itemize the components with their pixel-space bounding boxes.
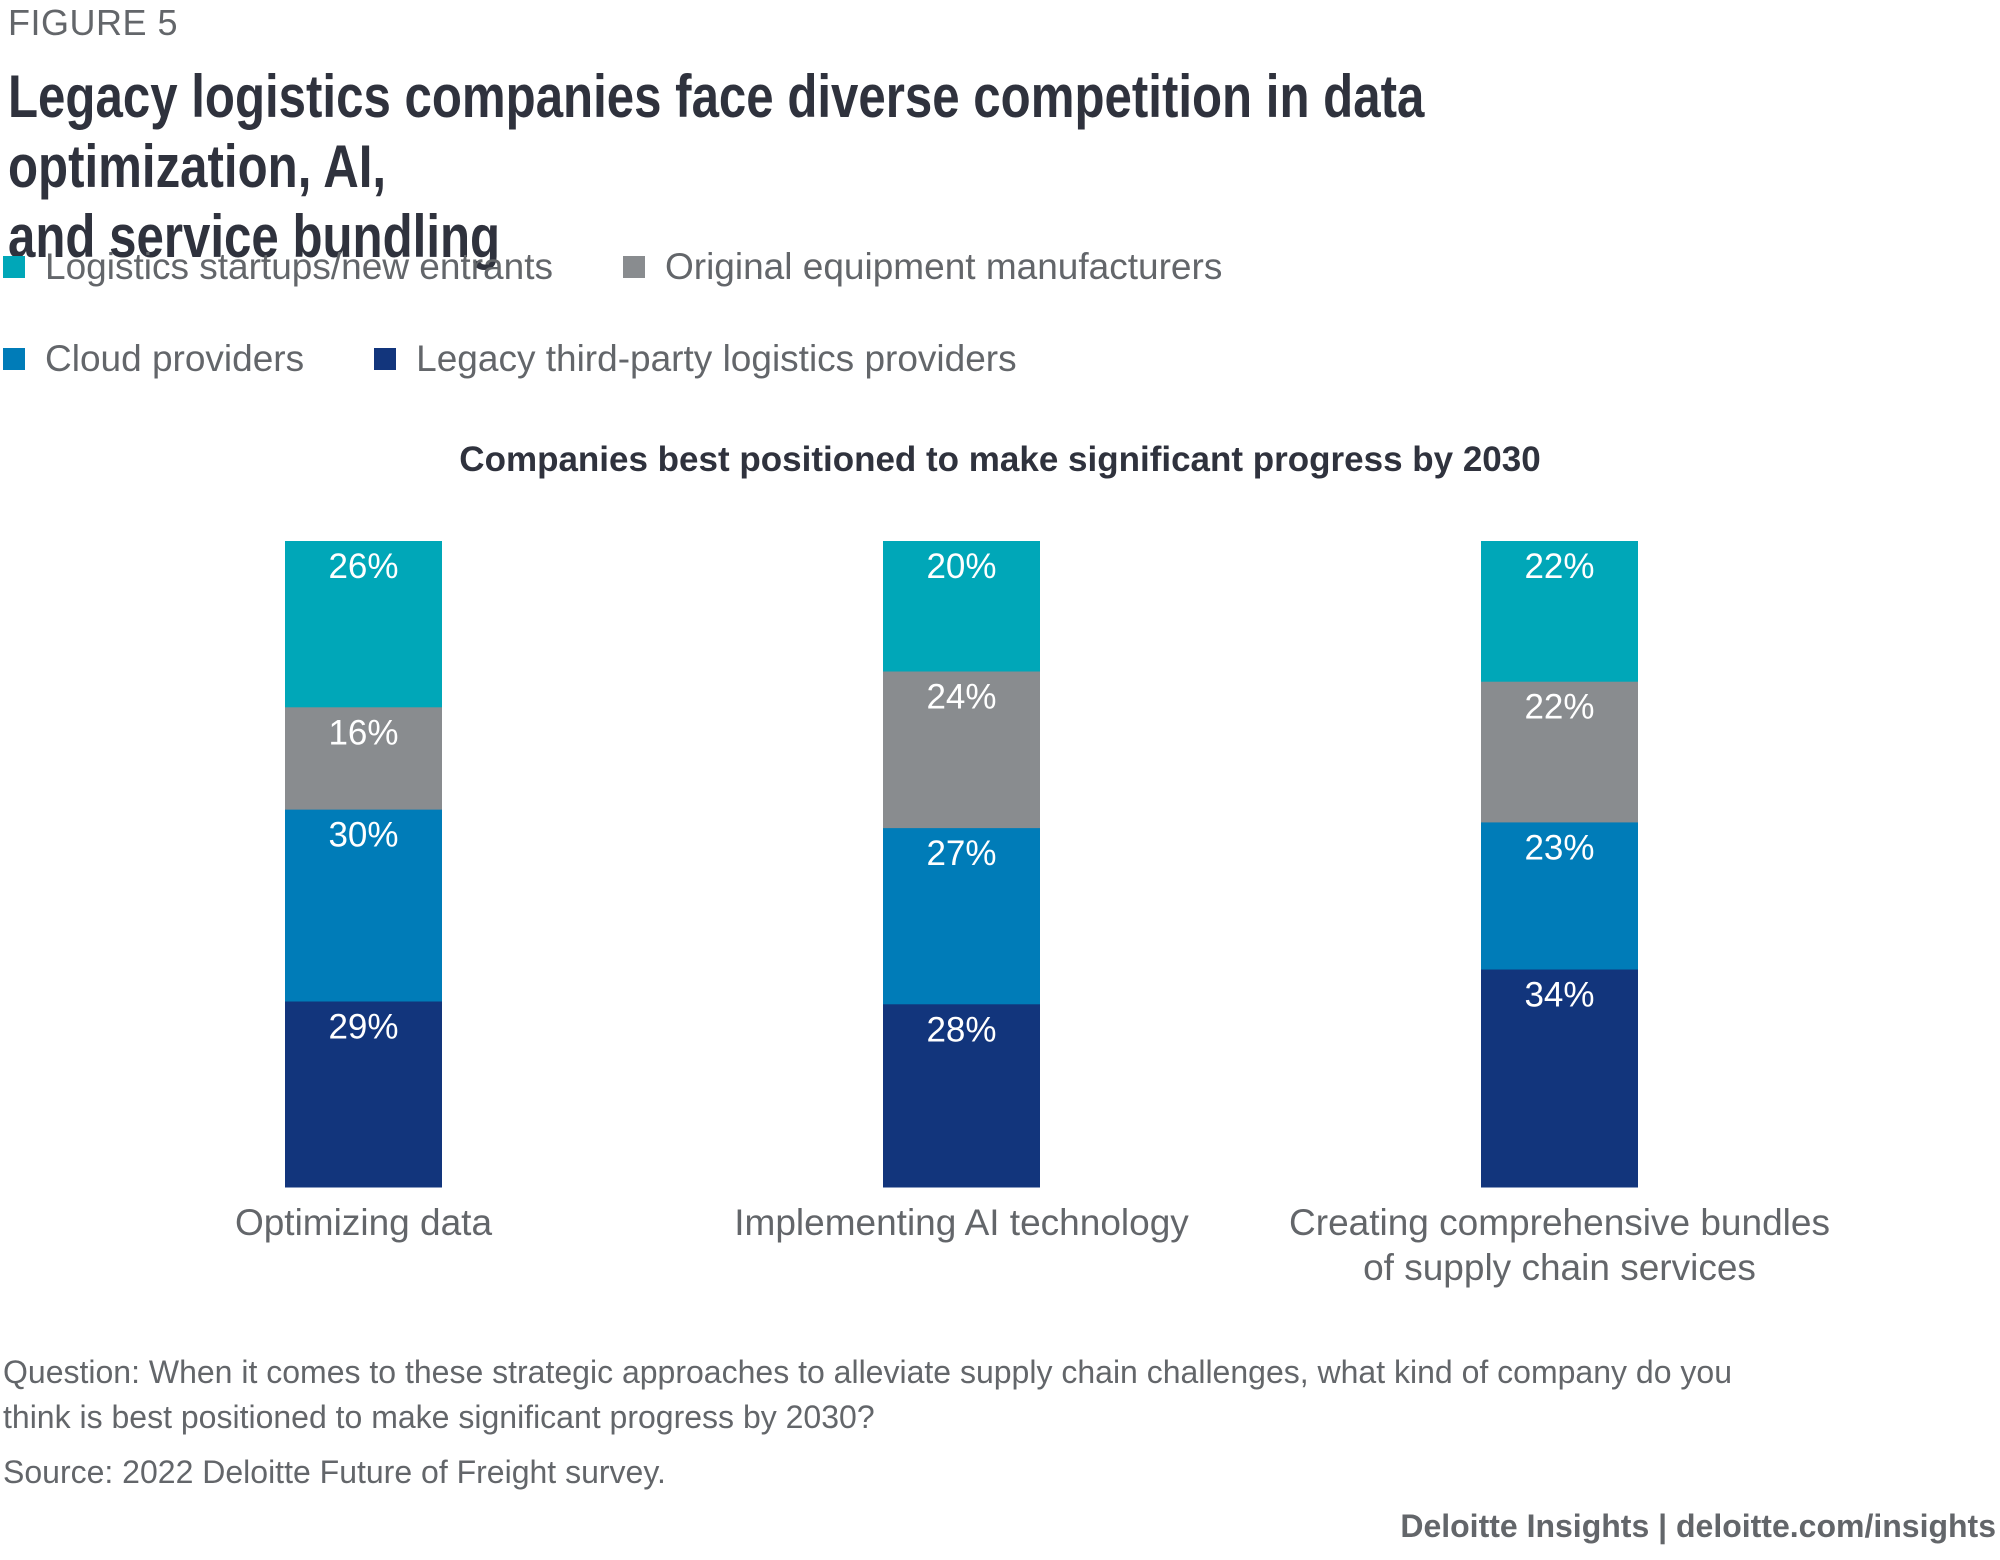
- footnote-question-line-2: think is best positioned to make signifi…: [3, 1399, 875, 1435]
- legend-swatch-oem: [622, 256, 645, 278]
- data-label-original-equipment-manufacturers: 16%: [328, 713, 398, 752]
- bar-segment-logistics-startups-new-entrants: [1481, 541, 1638, 683]
- legend-label-startups: Logistics startups/new entrants: [45, 246, 553, 287]
- bar-segment-legacy-third-party-logistics-providers: [883, 1004, 1040, 1188]
- category-label-creating-comprehensive-bundles-of-supply-chain-services: Creating comprehensive bundles of supply …: [1240, 1200, 1880, 1290]
- legend-item-cloud: Cloud providers: [3, 338, 304, 380]
- bar-stack-optimizing-data: 26% 16% 30% 29%: [285, 541, 442, 1188]
- bar-segment-logistics-startups-new-entrants: [285, 541, 442, 708]
- branding-credit: Deloitte Insights | deloitte.com/insight…: [1400, 1508, 1996, 1544]
- category-label-implementing-ai-technology: Implementing AI technology: [642, 1200, 1282, 1245]
- category-label-line: Creating comprehensive bundles: [1289, 1202, 1830, 1243]
- data-label-cloud-providers: 27%: [926, 834, 996, 873]
- data-label-cloud-providers: 30%: [328, 816, 398, 855]
- category-label-line: Optimizing data: [234, 1202, 493, 1243]
- data-label-cloud-providers: 23%: [1524, 828, 1594, 867]
- legend-row-2: Cloud providers Legacy third-party logis…: [3, 338, 1087, 380]
- data-label-logistics-startups-new-entrants: 26%: [328, 547, 398, 586]
- legend-label-legacy-3pl: Legacy third-party logistics providers: [416, 338, 1017, 379]
- data-label-original-equipment-manufacturers: 22%: [1524, 688, 1594, 727]
- category-label-optimizing-data: Optimizing data: [44, 1200, 684, 1245]
- legend-label-oem: Original equipment manufacturers: [664, 246, 1223, 287]
- legend-swatch-cloud: [3, 348, 25, 370]
- chart-title-line-2: and service bundling: [8, 203, 501, 270]
- legend-item-startups: Logistics startups/new entrants: [3, 246, 553, 288]
- data-label-logistics-startups-new-entrants: 20%: [926, 547, 996, 586]
- bar-segment-logistics-startups-new-entrants: [883, 541, 1040, 673]
- bar-stack-implementing-ai-technology: 20% 24% 27% 28%: [883, 541, 1040, 1188]
- bar-segment-legacy-third-party-logistics-providers: [1481, 969, 1638, 1188]
- bar-segment-original-equipment-manufacturers: [285, 707, 442, 811]
- data-label-legacy-third-party-logistics-providers: 28%: [926, 1010, 996, 1049]
- bar-segment-cloud-providers: [285, 809, 442, 1003]
- bar-segment-legacy-third-party-logistics-providers: [285, 1001, 442, 1188]
- bar-stack-creating-comprehensive-bundles-of-supply-chain-services: 22% 22% 23% 34%: [1481, 541, 1638, 1188]
- legend-label-cloud: Cloud providers: [45, 338, 305, 379]
- footnote-question-line-1: Question: When it comes to these strateg…: [3, 1354, 1732, 1390]
- legend-item-legacy-3pl: Legacy third-party logistics providers: [374, 338, 1017, 380]
- chart-title-line-1: Legacy logistics companies face diverse …: [8, 63, 1425, 200]
- chart-subtitle: Companies best positioned to make signif…: [459, 440, 1541, 479]
- bar-segment-cloud-providers: [1481, 822, 1638, 971]
- footnote-question: Question: When it comes to these strateg…: [3, 1350, 1993, 1440]
- footnote-source: Source: 2022 Deloitte Future of Freight …: [3, 1454, 666, 1490]
- legend-swatch-startups: [3, 256, 25, 278]
- data-label-logistics-startups-new-entrants: 22%: [1524, 547, 1594, 586]
- legend-row-1: Logistics startups/new entrants Original…: [3, 246, 1292, 288]
- data-label-legacy-third-party-logistics-providers: 29%: [328, 1008, 398, 1047]
- bar-segment-original-equipment-manufacturers: [1481, 681, 1638, 823]
- category-label-line: of supply chain services: [1363, 1247, 1756, 1288]
- category-label-line: Implementing AI technology: [734, 1202, 1189, 1243]
- bar-segment-original-equipment-manufacturers: [883, 671, 1040, 829]
- legend-item-oem: Original equipment manufacturers: [622, 246, 1223, 288]
- data-label-legacy-third-party-logistics-providers: 34%: [1524, 976, 1594, 1015]
- bar-segment-cloud-providers: [883, 828, 1040, 1005]
- data-label-original-equipment-manufacturers: 24%: [926, 678, 996, 717]
- legend-swatch-legacy-3pl: [374, 348, 397, 370]
- chart-title: Legacy logistics companies face diverse …: [8, 62, 1566, 272]
- figure-label: FIGURE 5: [8, 2, 179, 43]
